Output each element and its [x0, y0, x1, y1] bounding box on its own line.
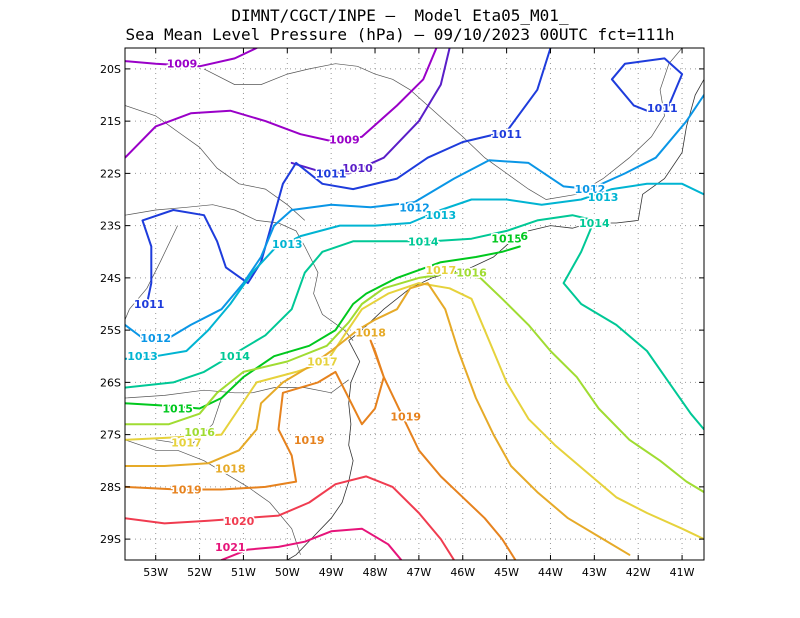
- contour-label-1017: 1017: [307, 355, 338, 368]
- contour-label-1011: 1011: [491, 128, 522, 141]
- state-border: [125, 379, 349, 399]
- y-tick-label: 29S: [100, 533, 121, 546]
- x-tick-label: 42W: [626, 566, 651, 579]
- contour-1009: [125, 48, 438, 159]
- contour-1016: [125, 271, 704, 494]
- x-tick-label: 50W: [275, 566, 300, 579]
- state-border: [155, 397, 222, 446]
- x-tick-label: 43W: [582, 566, 607, 579]
- contour-label-1012: 1012: [575, 183, 606, 196]
- contour-label-1013: 1013: [426, 209, 457, 222]
- contour-label-6: 6: [520, 230, 528, 243]
- x-tick-label: 45W: [494, 566, 519, 579]
- contour-label-1013: 1013: [272, 238, 303, 251]
- contour-1018: [125, 282, 631, 556]
- state-border: [203, 48, 683, 200]
- x-tick-label: 51W: [231, 566, 256, 579]
- x-tick-label: 48W: [363, 566, 388, 579]
- contour-label-1016: 1016: [184, 426, 215, 439]
- contour-label-1019: 1019: [390, 410, 421, 423]
- coastline: [348, 79, 704, 341]
- contour-label-1014: 1014: [408, 235, 439, 248]
- x-tick-label: 47W: [406, 566, 431, 579]
- contour-1019: [125, 339, 517, 560]
- contour-label-1021: 1021: [215, 541, 246, 554]
- x-tick-label: 41W: [670, 566, 695, 579]
- x-tick-label: 44W: [538, 566, 563, 579]
- state-border: [125, 225, 178, 320]
- contour-labels: 1009100910101011101110111011101210121012…: [126, 56, 679, 555]
- x-tick-label: 49W: [319, 566, 344, 579]
- contour-label-1011: 1011: [647, 102, 678, 115]
- contour-label-1017: 1017: [171, 436, 202, 449]
- coastline: [287, 340, 361, 560]
- chart-title-line2: Sea Mean Level Pressure (hPa) – 09/10/20…: [125, 25, 675, 44]
- contour-label-1010: 1010: [342, 162, 373, 175]
- contour-label-1018: 1018: [355, 327, 386, 340]
- x-tick-label: 53W: [143, 566, 168, 579]
- state-border: [125, 439, 301, 555]
- contour-label-1016: 1016: [456, 267, 487, 280]
- y-tick-label: 25S: [100, 324, 121, 337]
- contour-label-1013: 1013: [127, 350, 158, 363]
- contour-label-1011: 1011: [134, 298, 165, 311]
- contour-label-1011: 1011: [316, 167, 347, 180]
- contour-label-1009: 1009: [329, 133, 360, 146]
- contour-label-1012: 1012: [140, 332, 171, 345]
- x-tick-label: 52W: [187, 566, 212, 579]
- contour-1012: [125, 94, 704, 342]
- y-tick-label: 21S: [100, 115, 121, 128]
- contour-label-1012: 1012: [399, 201, 430, 214]
- y-tick-label: 20S: [100, 63, 121, 76]
- contour-label-1020: 1020: [224, 515, 255, 528]
- y-tick-label: 27S: [100, 429, 121, 442]
- y-tick-label: 22S: [100, 167, 121, 180]
- contour-1020: [125, 475, 455, 560]
- y-tick-label: 24S: [100, 272, 121, 285]
- y-tick-label: 28S: [100, 481, 121, 494]
- state-border: [125, 204, 354, 341]
- contour-label-1017: 1017: [426, 264, 457, 277]
- contour-1011: [141, 48, 552, 305]
- plot-frame: [124, 47, 705, 561]
- y-tick-label: 23S: [100, 220, 121, 233]
- contour-label-1015: 1015: [491, 233, 522, 246]
- contour-1013: [125, 182, 704, 360]
- contour-1021: [220, 527, 403, 560]
- contour-1011: [610, 57, 684, 112]
- contour-label-1014: 1014: [219, 350, 250, 363]
- contour-label-1019: 1019: [171, 483, 202, 496]
- contour-label-1019: 1019: [294, 434, 325, 447]
- contour-lines: [125, 48, 704, 560]
- contour-label-1013: 1013: [588, 191, 619, 204]
- contour-1017: [125, 282, 704, 541]
- contour-label-1009: 1009: [167, 58, 198, 71]
- y-tick-label: 26S: [100, 376, 121, 389]
- geographic-lines: [125, 48, 704, 560]
- state-border: [125, 105, 306, 221]
- contour-1010: [290, 48, 451, 175]
- chart-title-line1: DIMNT/CGCT/INPE – Model Eta05_M01_: [231, 6, 569, 25]
- contour-label-1018: 1018: [215, 463, 246, 476]
- x-tick-label: 46W: [450, 566, 475, 579]
- contour-label-1014: 1014: [579, 217, 610, 230]
- axes: 53W 52W 51W 50W 49W 48W 47W 46W 45W 44W 43W 42W 41W 2…: [100, 47, 705, 579]
- contour-1009: [125, 48, 258, 68]
- contour-1014: [125, 214, 704, 431]
- contour-label-1015: 1015: [162, 402, 193, 415]
